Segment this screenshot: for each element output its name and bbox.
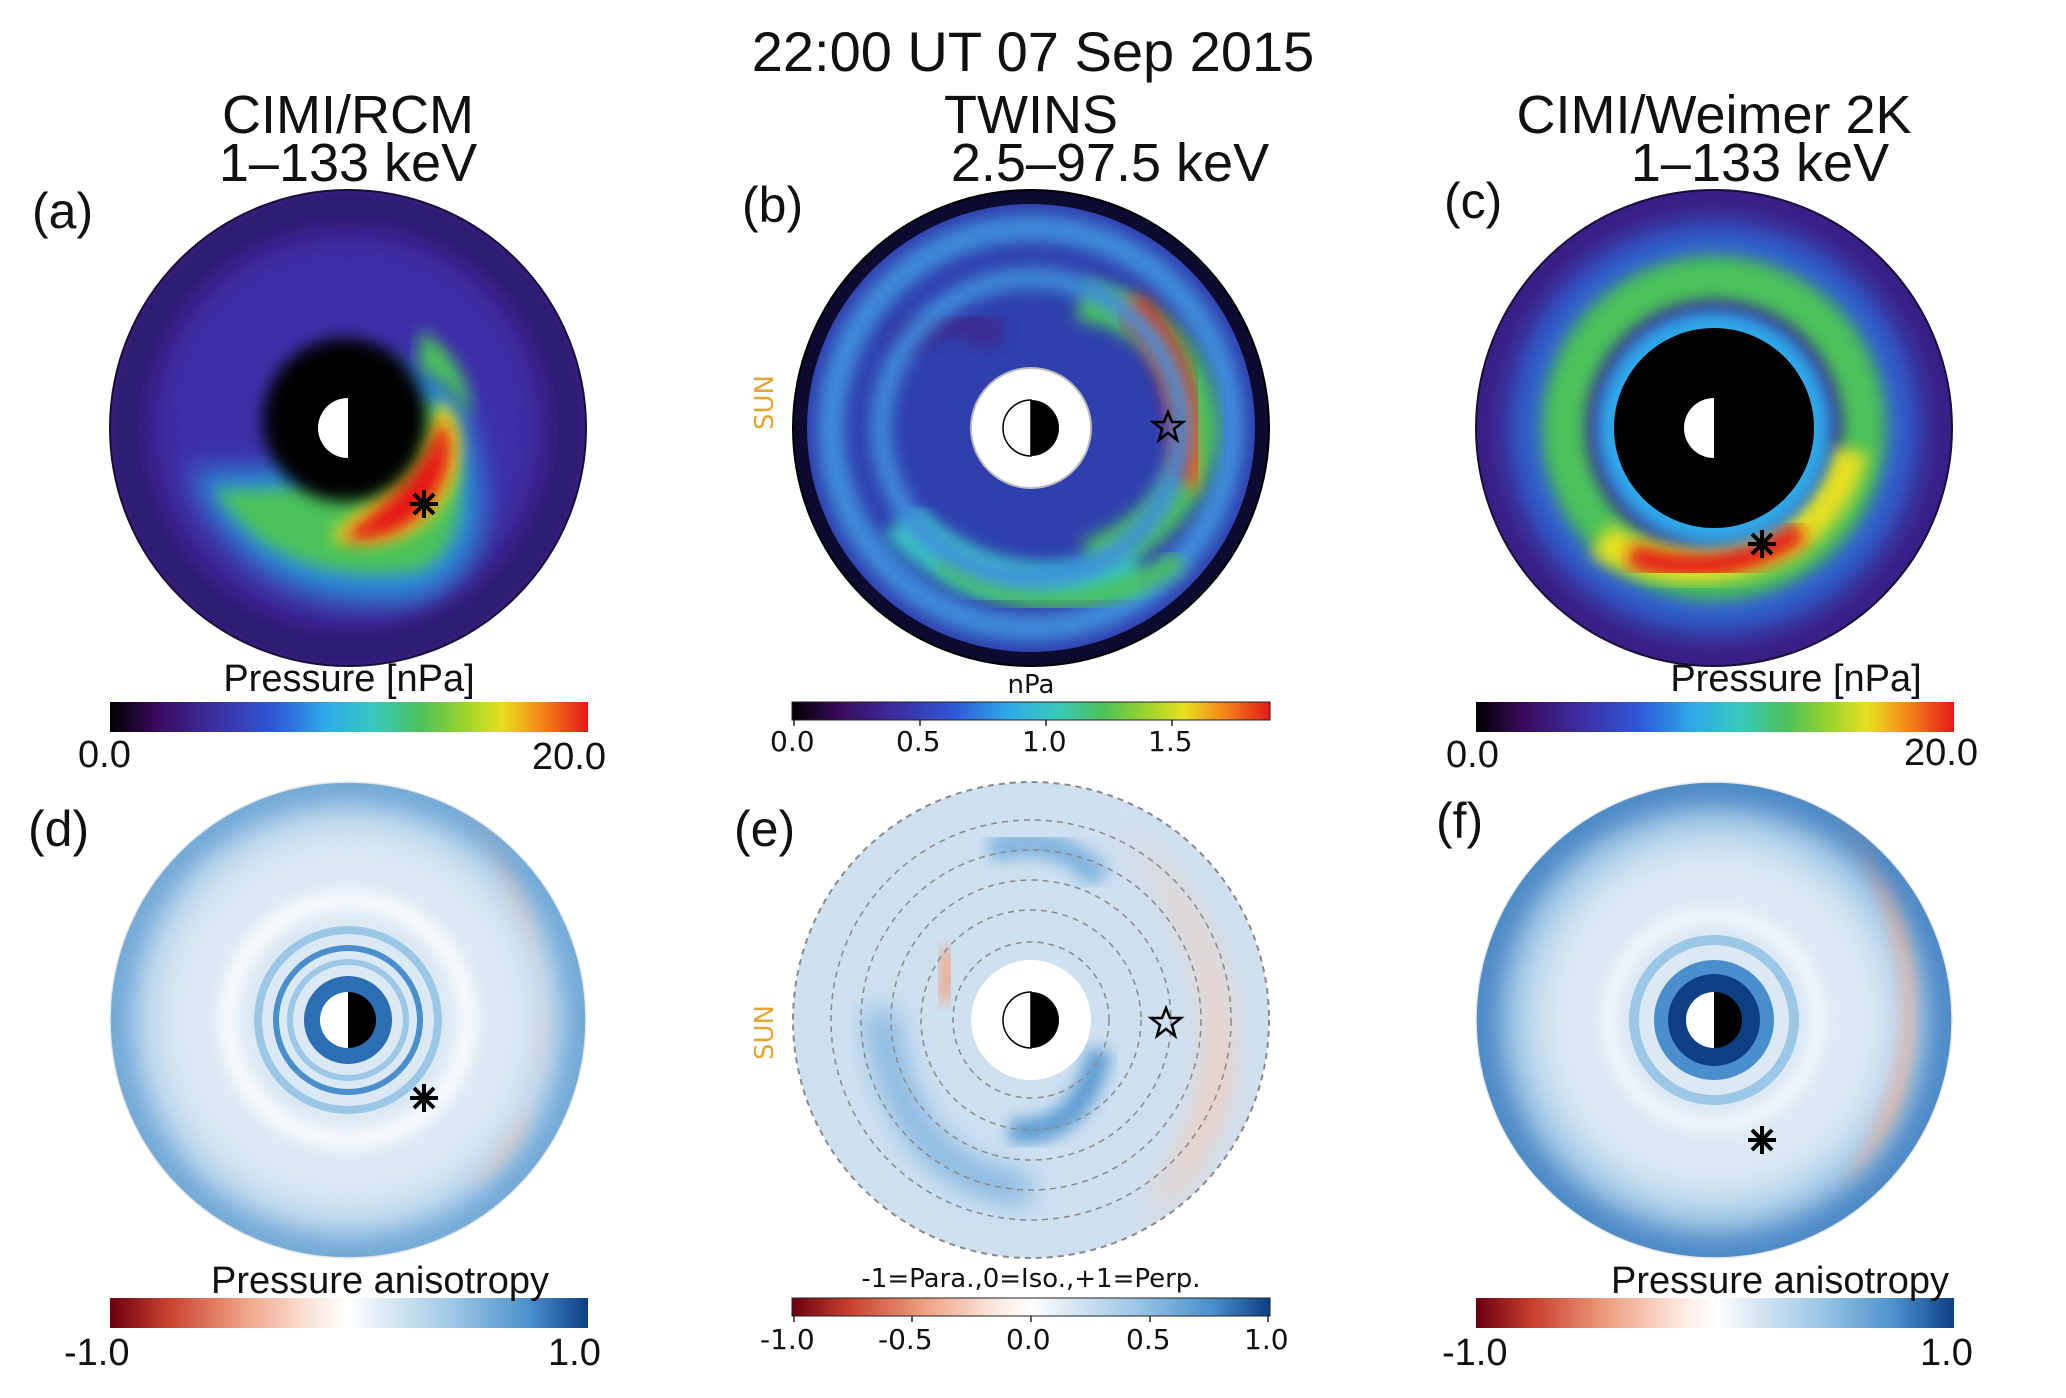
colorbar-b-label: nPa — [1007, 670, 1055, 700]
colorbar-c-max: 20.0 — [1904, 732, 1978, 774]
colorbar-a-max: 20.0 — [532, 736, 606, 778]
column-title-twins: TWINS — [944, 85, 1118, 145]
colorbar-e-tick: 0.0 — [1006, 1323, 1051, 1356]
earth-icon — [1002, 991, 1032, 1049]
colorbar-d-label: Pressure anisotropy — [211, 1260, 549, 1302]
earth-icon — [320, 992, 348, 1048]
colorbar-c-label: Pressure [nPa] — [1670, 658, 1922, 700]
panel-label-f: (f) — [1436, 793, 1484, 849]
colorbar-d-max: 1.0 — [548, 1332, 601, 1374]
asterisk-marker-icon — [410, 1084, 438, 1112]
colorbar-e-tick: -1.0 — [760, 1323, 815, 1356]
panel-label-d: (d) — [28, 801, 90, 857]
panel-label-e: (e) — [734, 801, 796, 857]
colorbar-b-ticks — [793, 720, 1173, 726]
colorbar-e-tick: 1.0 — [1244, 1323, 1289, 1356]
earth-icon — [1686, 992, 1714, 1048]
star-marker-icon — [1147, 1004, 1185, 1040]
colorbar-c-min: 0.0 — [1446, 734, 1499, 776]
asterisk-marker-icon — [1748, 530, 1776, 558]
colorbar-c — [1476, 702, 1954, 732]
earth-icon — [1002, 399, 1032, 457]
colorbar-e — [791, 1297, 1271, 1317]
colorbar-d-min: -1.0 — [64, 1332, 130, 1374]
sun-direction-label-e: SUN — [750, 1005, 780, 1060]
panel-a-pressure-map — [109, 189, 587, 667]
column-title-cimi-rcm: CIMI/RCM — [222, 85, 474, 145]
column-subtitle-twins: 2.5–97.5 keV — [950, 133, 1270, 193]
panel-label-b: (b) — [742, 177, 804, 233]
panel-c-pressure-map — [1475, 189, 1953, 667]
column-subtitle-cimi-rcm: 1–133 keV — [218, 133, 478, 193]
colorbar-f-label: Pressure anisotropy — [1611, 1260, 1949, 1302]
colorbar-f-min: -1.0 — [1442, 1332, 1508, 1374]
panel-label-c: (c) — [1444, 173, 1503, 229]
colorbar-a — [110, 702, 588, 732]
earth-icon — [318, 398, 348, 458]
panel-e-anisotropy-map — [792, 781, 1270, 1259]
colorbar-e-tick: -0.5 — [878, 1323, 933, 1356]
column-title-cimi-weimer: CIMI/Weimer 2K — [1516, 85, 1912, 145]
colorbar-b-tick: 0.0 — [770, 725, 815, 758]
colorbar-b — [791, 701, 1271, 721]
colorbar-e-label: -1=Para.,0=Iso.,+1=Perp. — [861, 1264, 1201, 1294]
colorbar-f — [1476, 1298, 1954, 1328]
panel-d-anisotropy-map — [109, 781, 587, 1259]
earth-icon — [1684, 398, 1714, 458]
column-subtitle-cimi-weimer: 1–133 keV — [1630, 133, 1890, 193]
panel-f-anisotropy-map — [1475, 781, 1953, 1259]
asterisk-marker-icon — [410, 490, 438, 518]
figure-title: 22:00 UT 07 Sep 2015 — [751, 20, 1315, 83]
colorbar-a-label: Pressure [nPa] — [223, 658, 475, 700]
colorbar-d — [110, 1298, 588, 1328]
colorbar-b-tick: 0.5 — [896, 725, 941, 758]
colorbar-b-tick: 1.0 — [1022, 725, 1067, 758]
asterisk-marker-icon — [1748, 1126, 1776, 1154]
colorbar-e-ticks — [793, 1316, 1269, 1322]
colorbar-e-tick: 0.5 — [1126, 1323, 1171, 1356]
sun-direction-label-b: SUN — [750, 375, 780, 430]
panel-b-pressure-map — [792, 189, 1270, 667]
colorbar-f-max: 1.0 — [1920, 1332, 1973, 1374]
panel-label-a: (a) — [32, 183, 94, 239]
star-marker-icon — [1149, 408, 1187, 444]
colorbar-a-min: 0.0 — [78, 734, 131, 776]
colorbar-b-tick: 1.5 — [1148, 725, 1193, 758]
